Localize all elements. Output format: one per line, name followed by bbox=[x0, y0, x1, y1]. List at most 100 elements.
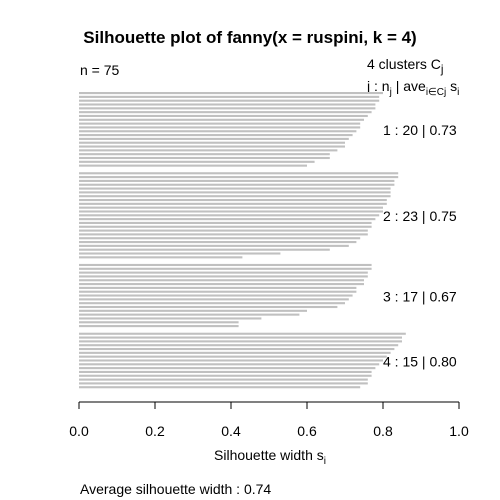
silhouette-bar-c1-13 bbox=[79, 137, 349, 140]
x-tick-label-4: 0.8 bbox=[373, 423, 393, 439]
legend-title-text: 4 clusters C bbox=[367, 56, 441, 72]
silhouette-bar-c3-2 bbox=[79, 267, 372, 270]
silhouette-bar-c2-16 bbox=[79, 229, 368, 232]
silhouette-bar-c1-7 bbox=[79, 114, 368, 118]
legend-header-ave: | ave bbox=[391, 78, 426, 94]
silhouette-bar-c2-23 bbox=[79, 256, 243, 259]
silhouette-bar-c2-9 bbox=[79, 202, 387, 205]
silhouette-bar-c1-18 bbox=[79, 156, 330, 160]
legend-header-s-sub: i bbox=[457, 86, 460, 98]
legend-header-j: j : n bbox=[367, 78, 390, 94]
x-tick-label-1: 0.2 bbox=[145, 423, 165, 439]
legend-header: j : nj | avei∈Cj si bbox=[367, 78, 459, 98]
silhouette-bar-c4-12 bbox=[79, 374, 372, 377]
silhouette-bar-c3-3 bbox=[79, 271, 368, 274]
legend-header-s: s bbox=[446, 78, 458, 94]
silhouette-bar-c2-21 bbox=[79, 248, 330, 251]
silhouette-bar-c1-8 bbox=[79, 118, 364, 121]
silhouette-bar-c1-16 bbox=[79, 149, 338, 152]
silhouette-bar-c2-1 bbox=[79, 172, 399, 175]
silhouette-bar-c1-5 bbox=[79, 107, 376, 110]
silhouette-bar-c1-9 bbox=[79, 122, 361, 125]
silhouette-bar-c3-12 bbox=[79, 305, 338, 309]
silhouette-bar-c4-15 bbox=[79, 386, 361, 389]
cluster-label-1: 1 : 20 | 0.73 bbox=[383, 122, 457, 138]
silhouette-bar-c2-2 bbox=[79, 176, 399, 179]
silhouette-bar-c3-13 bbox=[79, 309, 307, 312]
silhouette-bar-c2-22 bbox=[79, 252, 281, 255]
silhouette-bar-c1-2 bbox=[79, 95, 380, 98]
silhouette-bar-c2-3 bbox=[79, 179, 395, 182]
silhouette-bar-c2-7 bbox=[79, 195, 391, 198]
silhouette-bar-c4-2 bbox=[79, 336, 402, 339]
silhouette-bar-c1-14 bbox=[79, 141, 345, 144]
chart-title: Silhouette plot of fanny(x = ruspini, k … bbox=[83, 28, 417, 47]
silhouette-bar-c2-13 bbox=[79, 218, 376, 221]
silhouette-bar-c4-11 bbox=[79, 370, 372, 373]
silhouette-bar-c4-6 bbox=[79, 351, 391, 354]
silhouette-bar-c3-1 bbox=[79, 263, 372, 267]
silhouette-bar-c2-14 bbox=[79, 221, 372, 224]
silhouette-bar-c2-6 bbox=[79, 191, 391, 194]
x-tick-label-0: 0.0 bbox=[69, 423, 89, 439]
silhouette-bar-c1-1 bbox=[79, 92, 383, 95]
silhouette-bar-c2-4 bbox=[79, 183, 395, 186]
silhouette-bar-c3-5 bbox=[79, 279, 364, 282]
silhouette-bar-c2-5 bbox=[79, 187, 391, 190]
silhouette-bar-c3-4 bbox=[79, 275, 368, 278]
silhouette-bar-c4-1 bbox=[79, 332, 406, 335]
x-tick-label-3: 0.6 bbox=[297, 423, 317, 439]
legend-header-j-sub: j bbox=[389, 86, 392, 98]
silhouette-bar-c4-7 bbox=[79, 355, 387, 358]
silhouette-bar-c3-10 bbox=[79, 298, 349, 301]
silhouette-bar-c2-18 bbox=[79, 237, 361, 240]
silhouette-bar-c3-11 bbox=[79, 302, 345, 305]
silhouette-bar-c3-8 bbox=[79, 290, 357, 293]
cluster-label-2: 2 : 23 | 0.75 bbox=[383, 208, 457, 224]
x-axis-title-text: Silhouette width s bbox=[214, 447, 324, 463]
silhouette-bar-c1-17 bbox=[79, 153, 330, 156]
legend-header-ave-sub: i∈Cj bbox=[425, 86, 447, 98]
silhouette-bar-c2-15 bbox=[79, 225, 372, 228]
silhouette-bar-c1-19 bbox=[79, 160, 315, 163]
silhouette-bar-c1-15 bbox=[79, 145, 345, 148]
cluster-label-4: 4 : 15 | 0.80 bbox=[383, 353, 457, 369]
silhouette-bar-c2-12 bbox=[79, 214, 380, 217]
silhouette-bar-c4-9 bbox=[79, 363, 380, 366]
silhouette-bar-c2-11 bbox=[79, 210, 383, 213]
silhouette-bar-c1-10 bbox=[79, 126, 361, 129]
legend-title: 4 clusters Cj bbox=[367, 56, 444, 76]
x-axis-title-subscript: i bbox=[323, 455, 326, 467]
silhouette-bar-c4-3 bbox=[79, 340, 402, 343]
x-tick-label-2: 0.4 bbox=[221, 423, 241, 439]
n-label: n = 75 bbox=[80, 62, 120, 78]
silhouette-bar-c4-13 bbox=[79, 378, 368, 381]
legend-title-subscript: j bbox=[440, 62, 444, 76]
silhouette-bar-c4-4 bbox=[79, 344, 399, 347]
silhouette-bar-c2-17 bbox=[79, 233, 368, 236]
silhouette-bar-c1-11 bbox=[79, 130, 357, 133]
silhouette-bar-c4-10 bbox=[79, 367, 376, 370]
silhouette-bar-c2-19 bbox=[79, 241, 357, 244]
silhouette-bar-c4-8 bbox=[79, 359, 383, 362]
silhouette-bar-c1-6 bbox=[79, 111, 372, 114]
silhouette-bar-c4-5 bbox=[79, 347, 395, 351]
silhouette-bar-c2-8 bbox=[79, 198, 387, 202]
silhouette-bar-c3-6 bbox=[79, 283, 364, 286]
silhouette-bar-c4-14 bbox=[79, 382, 368, 385]
silhouette-bar-c3-15 bbox=[79, 317, 262, 320]
silhouette-bar-c2-20 bbox=[79, 244, 349, 247]
silhouette-bar-c3-16 bbox=[79, 321, 239, 324]
silhouette-bar-c1-12 bbox=[79, 134, 353, 137]
silhouette-bar-c3-9 bbox=[79, 294, 353, 297]
silhouette-bar-c1-3 bbox=[79, 99, 380, 102]
average-silhouette-label: Average silhouette width : 0.74 bbox=[80, 481, 272, 497]
silhouette-bar-c3-17 bbox=[79, 325, 239, 328]
cluster-label-3: 3 : 17 | 0.67 bbox=[383, 288, 457, 304]
silhouette-bar-c2-10 bbox=[79, 206, 383, 209]
x-tick-label-5: 1.0 bbox=[449, 423, 469, 439]
silhouette-bar-c3-14 bbox=[79, 313, 300, 316]
silhouette-bar-c1-20 bbox=[79, 164, 307, 167]
silhouette-bar-c3-7 bbox=[79, 286, 357, 289]
